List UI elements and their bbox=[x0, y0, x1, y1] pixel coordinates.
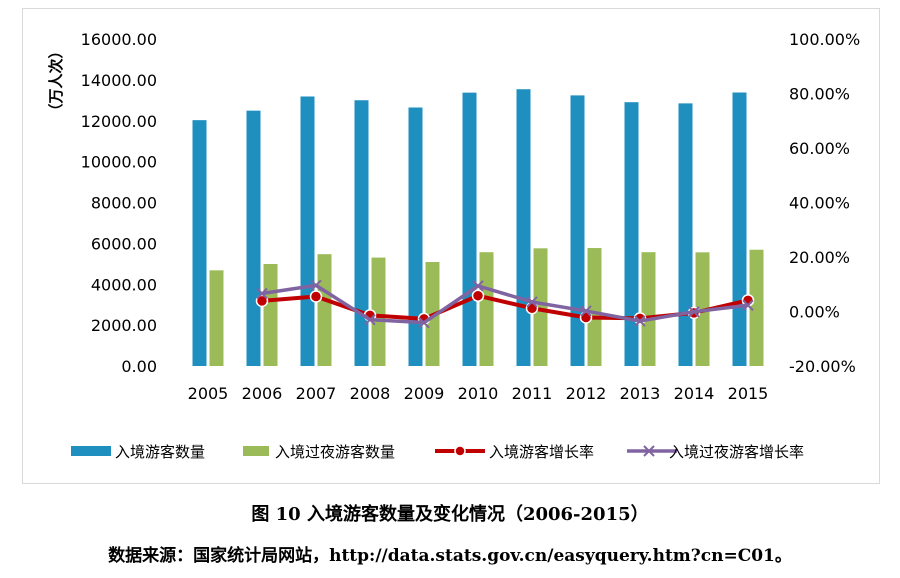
x-tick-label: 2007 bbox=[296, 384, 337, 403]
y-tick-label: 8000.00 bbox=[91, 194, 157, 213]
legend-marker bbox=[454, 445, 466, 457]
y-tick-label: 0.00 bbox=[121, 357, 157, 376]
y-tick-label: 12000.00 bbox=[81, 112, 157, 131]
y2-tick-label: -20.00% bbox=[789, 357, 856, 376]
legend-label: 入境过夜游客增长率 bbox=[669, 443, 804, 461]
bar-overnight-visitors bbox=[533, 248, 548, 366]
marker-overnight-growth bbox=[526, 296, 538, 308]
x-tick-label: 2015 bbox=[728, 384, 769, 403]
bar-inbound-visitors bbox=[354, 100, 369, 366]
bar-overnight-visitors bbox=[263, 263, 278, 366]
source-note: 数据来源：国家统计局网站，http://data.stats.gov.cn/ea… bbox=[108, 546, 792, 566]
bar-overnight-visitors bbox=[479, 252, 494, 366]
chart-svg: （万人次） 16000.00 14000.00 12000.00 10000.00 80… bbox=[47, 30, 860, 461]
bar-overnight-visitors bbox=[317, 254, 332, 366]
marker-overnight-growth bbox=[418, 316, 430, 329]
x-tick-label: 2009 bbox=[404, 384, 445, 403]
y2-tick-label: 80.00% bbox=[789, 85, 850, 104]
bar-inbound-visitors bbox=[516, 89, 531, 366]
legend-label: 入境游客数量 bbox=[115, 443, 205, 461]
bar-inbound-visitors bbox=[570, 95, 585, 367]
x-tick-label: 2012 bbox=[566, 384, 607, 403]
marker-overnight-growth bbox=[310, 279, 322, 292]
marker-inbound-growth bbox=[309, 290, 323, 303]
marker-overnight-growth bbox=[634, 315, 646, 327]
right-axis-ticks: 100.00% 80.00% 60.00% 40.00% 20.00% 0.00% -20.… bbox=[789, 30, 860, 376]
y-tick-label: 10000.00 bbox=[81, 153, 157, 172]
y2-tick-label: 20.00% bbox=[789, 248, 850, 267]
bar-overnight-visitors bbox=[749, 249, 764, 366]
x-tick-label: 2006 bbox=[242, 384, 283, 403]
bar-inbound-visitors bbox=[246, 110, 261, 367]
x-tick-label: 2005 bbox=[188, 384, 229, 403]
y-tick-label: 2000.00 bbox=[91, 316, 157, 335]
x-tick-label: 2008 bbox=[350, 384, 391, 403]
x-tick-label: 2013 bbox=[620, 384, 661, 403]
x-axis-ticks: 2005 2006 2007 2008 2009 2010 2011 2012 2013 2014… bbox=[188, 384, 769, 403]
marker-inbound-growth bbox=[471, 289, 485, 302]
legend-label: 入境游客增长率 bbox=[489, 443, 594, 461]
y-axis-title: （万人次） bbox=[47, 43, 65, 118]
legend-label: 入境过夜游客数量 bbox=[275, 443, 395, 461]
marker-inbound-growth bbox=[525, 301, 539, 315]
bar-inbound-visitors bbox=[192, 120, 207, 366]
line-series-group bbox=[255, 279, 755, 329]
y-tick-label: 14000.00 bbox=[81, 71, 157, 90]
chart-frame: （万人次） 16000.00 14000.00 12000.00 10000.00 80… bbox=[22, 8, 880, 484]
x-tick-label: 2011 bbox=[512, 384, 553, 403]
bar-inbound-visitors bbox=[300, 96, 315, 366]
marker-overnight-growth bbox=[472, 280, 484, 292]
bar-overnight-visitors bbox=[641, 252, 656, 366]
marker-overnight-growth bbox=[364, 313, 376, 326]
y-tick-label: 4000.00 bbox=[91, 275, 157, 294]
y2-tick-label: 40.00% bbox=[789, 194, 850, 213]
legend: 入境游客数量 入境过夜游客数量 入境游客增长率 入境过夜游客增长率 bbox=[71, 443, 804, 461]
left-axis-ticks: 16000.00 14000.00 12000.00 10000.00 8000.00 6… bbox=[81, 30, 157, 376]
y2-tick-label: 60.00% bbox=[789, 139, 850, 158]
x-tick-label: 2014 bbox=[674, 384, 715, 403]
y-tick-label: 6000.00 bbox=[91, 234, 157, 253]
bar-overnight-visitors bbox=[587, 248, 602, 366]
legend-swatch bbox=[71, 446, 111, 456]
legend-swatch bbox=[243, 446, 269, 456]
bar-overnight-visitors bbox=[371, 257, 386, 366]
line-overnight-growth bbox=[261, 283, 749, 325]
marker-overnight-growth bbox=[256, 287, 268, 300]
marker-overnight-growth bbox=[580, 305, 592, 317]
bar-inbound-visitors bbox=[624, 102, 639, 366]
y2-tick-label: 0.00% bbox=[789, 303, 840, 322]
bar-inbound-visitors bbox=[408, 107, 423, 366]
marker-inbound-growth bbox=[255, 294, 269, 308]
y2-tick-label: 100.00% bbox=[789, 30, 860, 49]
bar-overnight-visitors bbox=[209, 270, 224, 366]
legend-marker bbox=[643, 445, 655, 457]
bar-inbound-visitors bbox=[462, 92, 477, 367]
bar-inbound-visitors bbox=[678, 103, 693, 367]
bar-series-group bbox=[192, 89, 764, 367]
marker-overnight-growth bbox=[742, 299, 754, 311]
figure-title: 图 10 入境游客数量及变化情况（2006-2015） bbox=[251, 504, 649, 525]
x-tick-label: 2010 bbox=[458, 384, 499, 403]
y-tick-label: 16000.00 bbox=[81, 30, 157, 49]
marker-overnight-growth bbox=[688, 306, 700, 318]
bar-inbound-visitors bbox=[732, 92, 747, 367]
